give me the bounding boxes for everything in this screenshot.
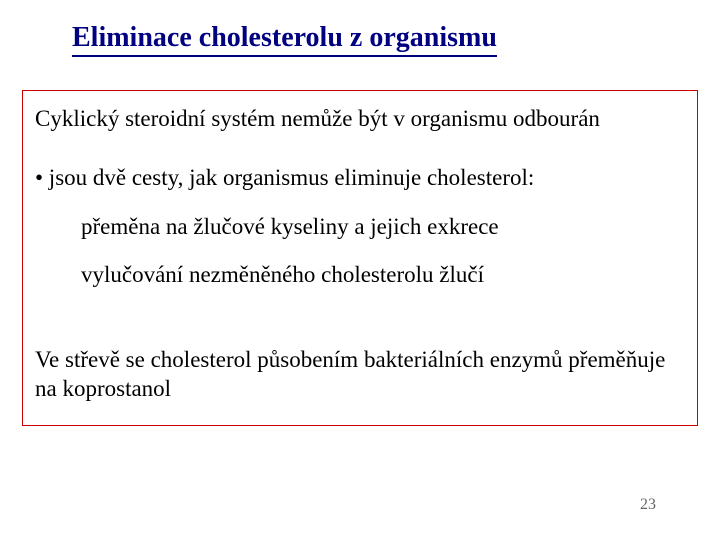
slide-title: Eliminace cholesterolu z organismu xyxy=(72,22,497,57)
text-line-3: přeměna na žlučové kyseliny a jejich exk… xyxy=(81,213,685,242)
page-number: 23 xyxy=(640,496,656,514)
content-box: Cyklický steroidní systém nemůže být v o… xyxy=(22,90,698,426)
text-line-5: Ve střevě se cholesterol působením bakte… xyxy=(35,346,685,404)
text-line-4: vylučování nezměněného cholesterolu žluč… xyxy=(81,261,685,290)
text-line-1: Cyklický steroidní systém nemůže být v o… xyxy=(35,105,685,134)
text-line-2: • jsou dvě cesty, jak organismus eliminu… xyxy=(35,164,685,193)
